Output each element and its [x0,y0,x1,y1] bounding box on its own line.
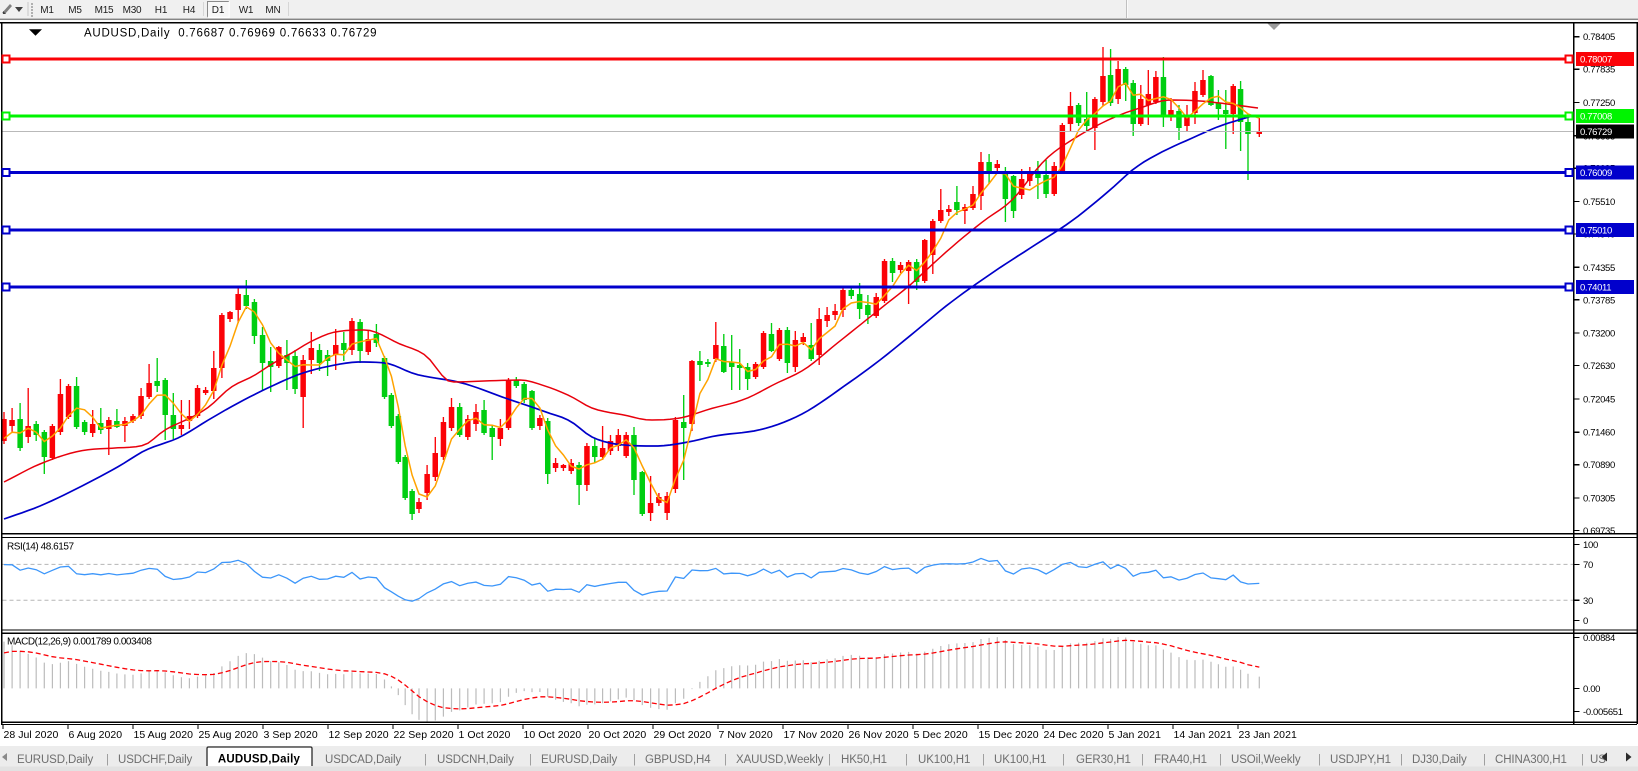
svg-text:|: | [1400,754,1403,766]
svg-text:0.70890: 0.70890 [1583,460,1615,471]
svg-text:3 Sep 2020: 3 Sep 2020 [264,729,318,741]
svg-text:0.73785: 0.73785 [1583,295,1615,306]
svg-text:0: 0 [1583,616,1588,627]
svg-text:5 Dec 2020: 5 Dec 2020 [914,729,968,741]
svg-text:|: | [1483,754,1486,766]
svg-text:0.78007: 0.78007 [1580,55,1612,66]
svg-text:25 Aug 2020: 25 Aug 2020 [199,729,259,741]
svg-text:0.72045: 0.72045 [1583,394,1615,405]
svg-text:26 Nov 2020: 26 Nov 2020 [849,729,909,741]
svg-text:17 Nov 2020: 17 Nov 2020 [784,729,844,741]
svg-text:USOil,Weekly: USOil,Weekly [1231,754,1301,766]
svg-text:0.71460: 0.71460 [1583,428,1615,439]
svg-text:USDCNH,Daily: USDCNH,Daily [437,754,514,766]
svg-text:70: 70 [1583,560,1593,571]
svg-text:0.72630: 0.72630 [1583,361,1615,372]
svg-text:30: 30 [1583,596,1593,607]
svg-text:6 Aug 2020: 6 Aug 2020 [69,729,123,741]
svg-text:|: | [724,754,727,766]
svg-text:12 Sep 2020: 12 Sep 2020 [329,729,389,741]
svg-text:MACD(12,26,9) 0.001789 0.00340: MACD(12,26,9) 0.001789 0.003408 [7,637,152,648]
svg-text:XAUUSD,Weekly: XAUUSD,Weekly [736,754,824,766]
svg-text:15 Aug 2020: 15 Aug 2020 [134,729,194,741]
svg-text:-0.005651: -0.005651 [1583,707,1623,718]
svg-text:USDJPY,H1: USDJPY,H1 [1330,754,1391,766]
svg-text:10 Oct 2020: 10 Oct 2020 [524,729,582,741]
svg-text:0.75510: 0.75510 [1583,197,1615,208]
svg-text:|: | [424,754,427,766]
svg-text:M30: M30 [123,5,142,16]
svg-text:M5: M5 [68,5,82,16]
svg-text:0.77835: 0.77835 [1583,65,1615,76]
svg-text:28 Jul 2020: 28 Jul 2020 [4,729,59,741]
svg-text:0.78405: 0.78405 [1583,32,1615,43]
svg-text:0.75010: 0.75010 [1580,226,1612,237]
svg-text:M1: M1 [40,5,54,16]
svg-text:MN: MN [265,5,280,16]
svg-text:UK100,H1: UK100,H1 [994,754,1046,766]
svg-text:RSI(14) 48.6157: RSI(14) 48.6157 [7,541,75,552]
svg-text:CHINA300,H1: CHINA300,H1 [1495,754,1567,766]
svg-text:GBPUSD,H4: GBPUSD,H4 [645,754,711,766]
svg-text:0.00: 0.00 [1583,684,1600,695]
svg-text:|: | [1062,754,1065,766]
svg-text:|: | [1318,754,1321,766]
svg-text:15 Dec 2020: 15 Dec 2020 [979,729,1039,741]
svg-text:100: 100 [1583,540,1598,551]
svg-text:0.77008: 0.77008 [1580,112,1612,123]
svg-text:7 Nov 2020: 7 Nov 2020 [719,729,773,741]
svg-text:|: | [1219,754,1222,766]
svg-text:1 Oct 2020: 1 Oct 2020 [459,729,511,741]
svg-text:|: | [633,754,636,766]
svg-text:14 Jan 2021: 14 Jan 2021 [1174,729,1232,741]
svg-text:|: | [106,754,109,766]
svg-text:H1: H1 [155,5,168,16]
svg-text:|: | [828,754,831,766]
svg-text:USDCHF,Daily: USDCHF,Daily [118,754,193,766]
svg-text:24 Dec 2020: 24 Dec 2020 [1044,729,1104,741]
svg-text:29 Oct 2020: 29 Oct 2020 [654,729,712,741]
svg-text:0.76729: 0.76729 [1580,127,1612,138]
svg-text:|: | [1581,754,1584,766]
svg-text:|: | [529,754,532,766]
svg-text:FRA40,H1: FRA40,H1 [1154,754,1207,766]
svg-text:AUDUSD,Daily 0.76687 0.76969: AUDUSD,Daily 0.76687 0.76969 0.76633 0.7… [84,27,377,39]
svg-text:0.74355: 0.74355 [1583,263,1615,274]
svg-text:22 Sep 2020: 22 Sep 2020 [394,729,454,741]
svg-text:AUDUSD,Daily: AUDUSD,Daily [218,754,301,766]
svg-text:5 Jan 2021: 5 Jan 2021 [1109,729,1162,741]
svg-text:|: | [905,754,908,766]
svg-text:HK50,H1: HK50,H1 [841,754,887,766]
svg-text:0.77250: 0.77250 [1583,98,1615,109]
svg-text:0.74011: 0.74011 [1580,283,1611,294]
svg-text:EURUSD,Daily: EURUSD,Daily [17,754,93,766]
svg-text:UK100,H1: UK100,H1 [918,754,970,766]
svg-text:|: | [982,754,985,766]
svg-text:GER30,H1: GER30,H1 [1076,754,1131,766]
svg-text:0.73200: 0.73200 [1583,329,1615,340]
svg-text:W1: W1 [239,5,254,16]
svg-text:0.76009: 0.76009 [1580,168,1612,179]
svg-text:|: | [1141,754,1144,766]
svg-text:23 Jan 2021: 23 Jan 2021 [1239,729,1297,741]
svg-text:0.69735: 0.69735 [1583,526,1615,537]
svg-text:H4: H4 [183,5,196,16]
svg-text:0.70305: 0.70305 [1583,494,1615,505]
svg-text:D1: D1 [212,5,225,16]
svg-text:0.00884: 0.00884 [1583,633,1615,644]
svg-text:USDCAD,Daily: USDCAD,Daily [325,754,401,766]
svg-text:20 Oct 2020: 20 Oct 2020 [589,729,647,741]
svg-text:DJ30,Daily: DJ30,Daily [1412,754,1467,766]
svg-text:EURUSD,Daily: EURUSD,Daily [541,754,617,766]
svg-text:M15: M15 [95,5,114,16]
